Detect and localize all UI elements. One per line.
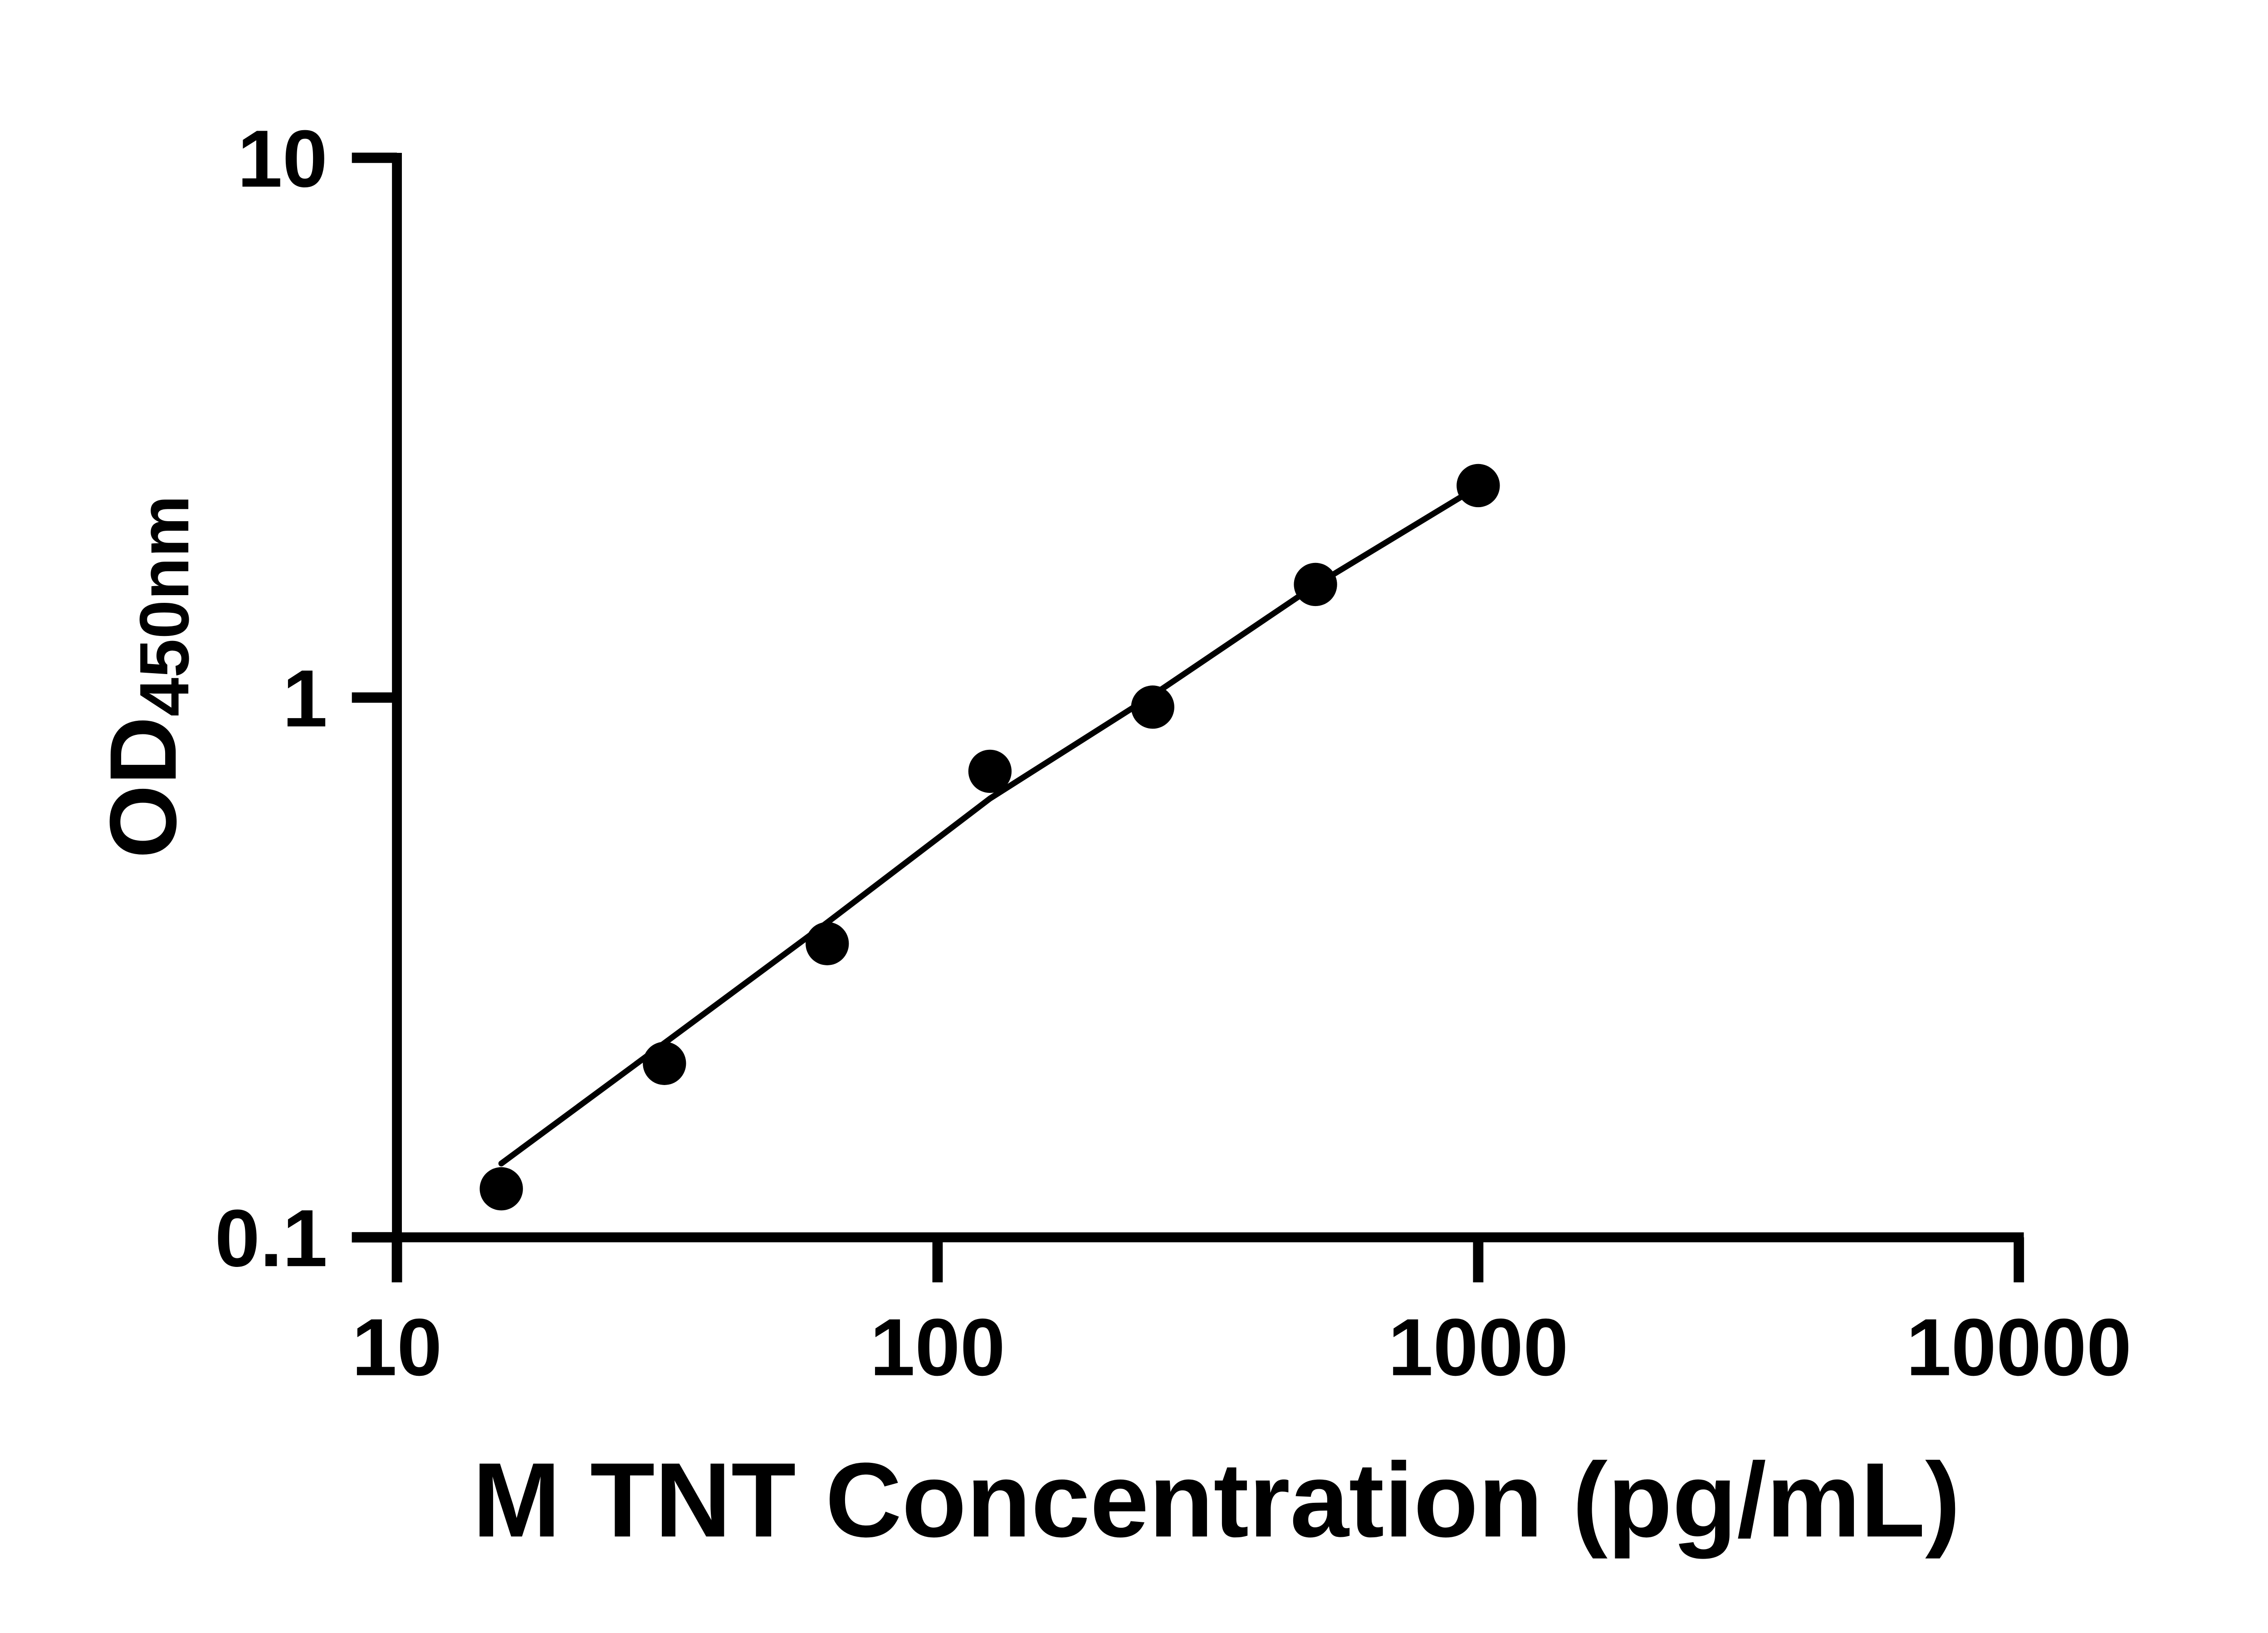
y-axis-title-subscript: 450nm [125, 495, 203, 717]
x-tick-label: 1000 [1388, 1302, 1569, 1393]
data-point [643, 1041, 686, 1085]
data-point [968, 749, 1012, 793]
y-tick-label: 10 [237, 113, 327, 204]
data-point [806, 922, 849, 965]
x-axis-title: M TNT Concentration (pg/mL) [473, 1441, 1960, 1559]
x-tick-label: 100 [870, 1302, 1005, 1393]
y-axis-title: OD450nm [90, 495, 203, 859]
data-point [479, 1167, 523, 1211]
x-tick-label: 10 [352, 1302, 442, 1393]
y-tick-label: 1 [283, 653, 327, 743]
data-point [1131, 685, 1174, 729]
plot-area: 10 100 1000 10000 0.1 1 10 [215, 113, 2132, 1392]
x-tick-label: 10000 [1906, 1302, 2131, 1393]
data-point [1294, 562, 1337, 606]
data-point [1457, 464, 1500, 508]
y-axis-title-main: OD [90, 717, 196, 859]
y-tick-label: 0.1 [215, 1193, 328, 1283]
